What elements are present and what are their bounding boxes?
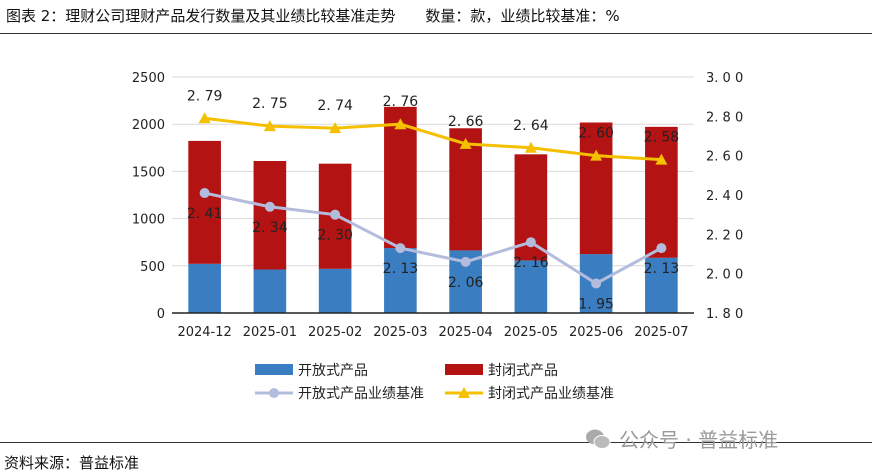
- y-right-tick-label: 2. 0 0: [706, 268, 743, 283]
- data-label: 2. 60: [578, 126, 614, 142]
- data-label: 2. 41: [187, 206, 223, 222]
- line-closed: [204, 116, 662, 162]
- bar-open: [645, 257, 678, 313]
- marker-circle: [656, 243, 667, 254]
- marker-circle: [591, 278, 602, 289]
- x-tick-label: 2025-07: [634, 325, 688, 340]
- x-tick-label: 2025-04: [438, 325, 492, 340]
- bar-open: [384, 248, 417, 313]
- wechat-icon: [586, 429, 611, 449]
- data-label: 2. 74: [317, 98, 353, 114]
- bar-closed: [253, 161, 287, 270]
- bottom-rule: [0, 442, 872, 443]
- bar-open: [253, 269, 287, 313]
- legend-label: 开放式产品业绩基准: [298, 385, 424, 402]
- marker-circle: [525, 237, 536, 248]
- data-label: 2. 13: [644, 261, 680, 277]
- x-tick-label: 2025-03: [373, 325, 427, 340]
- marker-triangle: [263, 120, 276, 132]
- watermark: 公众号 · 普益标准: [585, 424, 778, 453]
- x-tick-label: 2025-02: [308, 325, 362, 340]
- data-label: 2. 16: [513, 255, 549, 271]
- top-rule: [0, 33, 872, 34]
- data-label: 2. 75: [252, 96, 288, 112]
- bar-closed: [384, 106, 417, 249]
- marker-triangle: [655, 153, 668, 165]
- data-label: 2. 79: [187, 88, 223, 104]
- y-left-tick-label: 2500: [132, 71, 165, 86]
- bar-closed: [645, 126, 678, 258]
- marker-triangle: [198, 112, 211, 124]
- bar-closed: [579, 122, 613, 255]
- y-left-tick-label: 1000: [132, 213, 165, 228]
- chart: 0 500 1000 1500 2000 2500 1. 8 0 2. 0 0 2. 2 0 2.…: [132, 71, 743, 402]
- y-right-tick-label: 2. 4 0: [706, 189, 743, 204]
- source-note: 资料来源：普益标准: [4, 454, 140, 472]
- data-label: 2. 58: [644, 130, 680, 146]
- legend-marker: [458, 387, 470, 398]
- marker-circle: [460, 256, 471, 267]
- x-tick-label: 2025-01: [243, 325, 297, 340]
- marker-circle: [330, 209, 341, 220]
- title-units: 数量：款，业绩比较基准：%: [425, 7, 620, 25]
- bar-open: [188, 263, 221, 313]
- y-left-tick-label: 0: [157, 307, 165, 322]
- x-tick-label: 2025-06: [569, 325, 623, 340]
- data-label: 1. 95: [578, 297, 614, 313]
- marker-triangle: [524, 141, 537, 153]
- legend-label: 封闭式产品业绩基准: [488, 385, 614, 402]
- x-tick-label: 2024-12: [177, 325, 231, 340]
- marker-triangle: [329, 122, 342, 134]
- bar-open: [318, 268, 352, 313]
- marker-triangle: [459, 137, 472, 149]
- bar-open: [514, 260, 548, 313]
- legend-swatch: [255, 364, 293, 375]
- line-open: [204, 191, 663, 286]
- bar-closed: [188, 140, 221, 264]
- y-left-tick-label: 500: [140, 260, 165, 275]
- data-label: 2. 34: [252, 220, 288, 236]
- y-right-tick-label: 2. 2 0: [706, 228, 743, 243]
- marker-triangle: [590, 149, 603, 161]
- data-label: 2. 76: [383, 94, 419, 110]
- data-label: 2. 06: [448, 275, 484, 291]
- marker-circle: [199, 188, 210, 199]
- x-tick-label: 2025-05: [504, 325, 558, 340]
- data-label: 2. 30: [317, 228, 353, 244]
- y-left-tick-label: 2000: [132, 118, 165, 133]
- y-right-tick-label: 3. 0 0: [706, 71, 743, 86]
- y-left-tick-label: 1500: [132, 165, 165, 180]
- legend-swatch: [445, 364, 483, 375]
- marker-circle: [395, 243, 406, 254]
- data-label: 2. 64: [513, 118, 549, 134]
- title-main: 图表 2：理财公司理财产品发行数量及其业绩比较基准走势: [6, 7, 396, 25]
- legend-marker: [269, 388, 279, 398]
- legend-label: 开放式产品: [298, 363, 368, 379]
- data-label: 2. 13: [383, 261, 419, 277]
- y-right-tick-label: 2. 6 0: [706, 150, 743, 165]
- y-right-tick-label: 2. 8 0: [706, 110, 743, 125]
- data-label: 2. 66: [448, 114, 484, 130]
- figure-title: 图表 2：理财公司理财产品发行数量及其业绩比较基准走势 数量：款，业绩比较基准：%: [6, 5, 650, 26]
- marker-triangle: [394, 118, 407, 130]
- y-right-tick-label: 1. 8 0: [706, 307, 743, 322]
- legend-label: 封闭式产品: [488, 363, 558, 379]
- marker-circle: [264, 201, 275, 212]
- watermark-text: 公众号 · 普益标准: [619, 428, 779, 452]
